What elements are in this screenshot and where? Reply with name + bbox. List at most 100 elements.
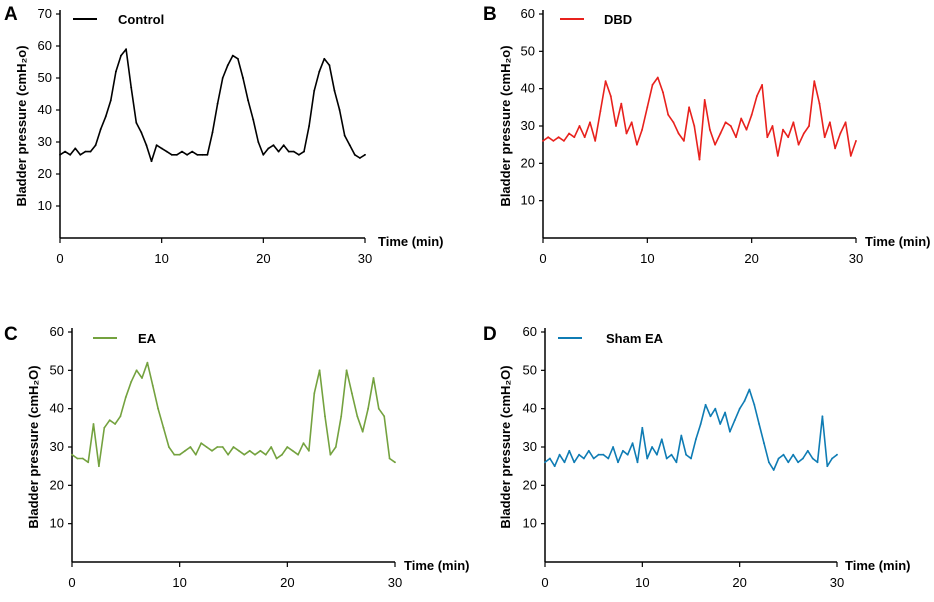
- data-point: [329, 453, 332, 456]
- data-point: [157, 407, 160, 410]
- data-point: [675, 461, 678, 464]
- data-point: [662, 91, 664, 94]
- data-point: [766, 136, 769, 139]
- data-point: [849, 155, 852, 157]
- data-point: [738, 407, 741, 410]
- data-point: [813, 80, 816, 83]
- y-tick-label: 50: [50, 362, 64, 377]
- data-point: [811, 457, 814, 460]
- data-point: [552, 140, 555, 142]
- data-point: [594, 140, 597, 142]
- data-point: [777, 457, 780, 460]
- data-point: [377, 407, 380, 410]
- x-tick-label: 30: [388, 575, 402, 590]
- data-point: [685, 453, 687, 456]
- data-point: [620, 102, 623, 105]
- data-point: [313, 89, 316, 92]
- x-tick-label: 10: [635, 575, 649, 590]
- y-tick-label: 20: [38, 166, 52, 181]
- data-point: [745, 128, 748, 131]
- y-tick-label: 50: [521, 43, 535, 58]
- data-point: [252, 118, 255, 121]
- y-tick-label: 20: [50, 477, 64, 492]
- data-point: [808, 125, 810, 127]
- panel-a: A 0 10 20 30 10 20 30 40 50 60 70 Time (min) Bladder …: [4, 4, 444, 266]
- data-point: [604, 80, 607, 83]
- data-point: [797, 461, 799, 464]
- data-point: [578, 125, 581, 127]
- legend-label: DBD: [604, 12, 632, 27]
- x-tick-label: 10: [172, 575, 186, 590]
- data-point: [201, 153, 204, 156]
- data-point: [844, 121, 847, 124]
- data-point: [359, 157, 361, 159]
- data-point: [834, 147, 836, 150]
- series-line: [71, 361, 396, 467]
- x-tick-label: 30: [830, 575, 844, 590]
- data-point: [248, 449, 251, 452]
- data-point: [221, 77, 224, 79]
- panel-b: B 0 10 20 30 10 20 30 40 50 60 Time (min) Bladder pr…: [483, 4, 931, 266]
- data-point: [59, 153, 61, 156]
- data-point: [542, 140, 544, 142]
- data-point: [855, 140, 857, 142]
- y-tick-label: 40: [38, 102, 52, 117]
- data-point: [670, 453, 673, 456]
- data-point: [631, 442, 634, 445]
- data-point: [308, 449, 310, 452]
- y-tick-label: 20: [521, 155, 535, 170]
- x-tick-label: 0: [56, 251, 63, 266]
- y-axis-title: Bladder pressure (cmH₂o): [498, 45, 513, 206]
- data-point: [155, 144, 158, 147]
- data-point: [839, 132, 842, 135]
- data-point: [345, 369, 348, 372]
- data-point: [254, 453, 256, 456]
- y-axis-title: Bladder pressure (cmH₂O): [498, 365, 513, 528]
- data-point: [695, 438, 697, 441]
- data-point: [264, 453, 267, 456]
- data-point: [693, 125, 696, 127]
- data-point: [211, 449, 213, 452]
- data-point: [242, 77, 244, 79]
- y-tick-label: 10: [38, 198, 52, 213]
- data-point: [262, 153, 265, 156]
- panel-letter: B: [483, 4, 497, 25]
- y-tick-label: 20: [523, 477, 537, 492]
- data-point: [145, 144, 148, 147]
- data-point: [170, 153, 173, 156]
- y-tick-label: 30: [38, 134, 52, 149]
- data-point: [302, 442, 305, 445]
- data-point: [724, 121, 727, 124]
- data-point: [103, 426, 106, 429]
- data-point: [146, 361, 149, 364]
- data-point: [750, 113, 753, 116]
- data-point: [94, 144, 97, 147]
- data-point: [74, 147, 77, 150]
- data-point: [735, 136, 737, 139]
- data-point: [297, 453, 299, 456]
- data-point: [308, 125, 310, 127]
- data-point: [81, 457, 84, 460]
- data-point: [729, 430, 731, 433]
- data-point: [688, 106, 690, 109]
- data-point: [792, 453, 795, 456]
- data-point: [553, 465, 556, 468]
- data-point: [104, 115, 107, 118]
- data-point: [636, 143, 638, 146]
- data-point: [589, 121, 591, 124]
- data-point: [787, 136, 790, 139]
- data-point: [724, 411, 726, 414]
- data-point: [768, 461, 770, 464]
- data-point: [356, 415, 359, 418]
- data-point: [92, 423, 95, 425]
- data-point: [612, 446, 614, 448]
- data-point: [79, 153, 82, 156]
- data-point: [334, 446, 337, 448]
- data-point: [615, 125, 617, 127]
- data-point: [176, 153, 178, 156]
- data-point: [792, 121, 795, 124]
- data-point: [677, 132, 680, 135]
- data-point: [836, 453, 838, 456]
- x-tick-label: 0: [541, 575, 548, 590]
